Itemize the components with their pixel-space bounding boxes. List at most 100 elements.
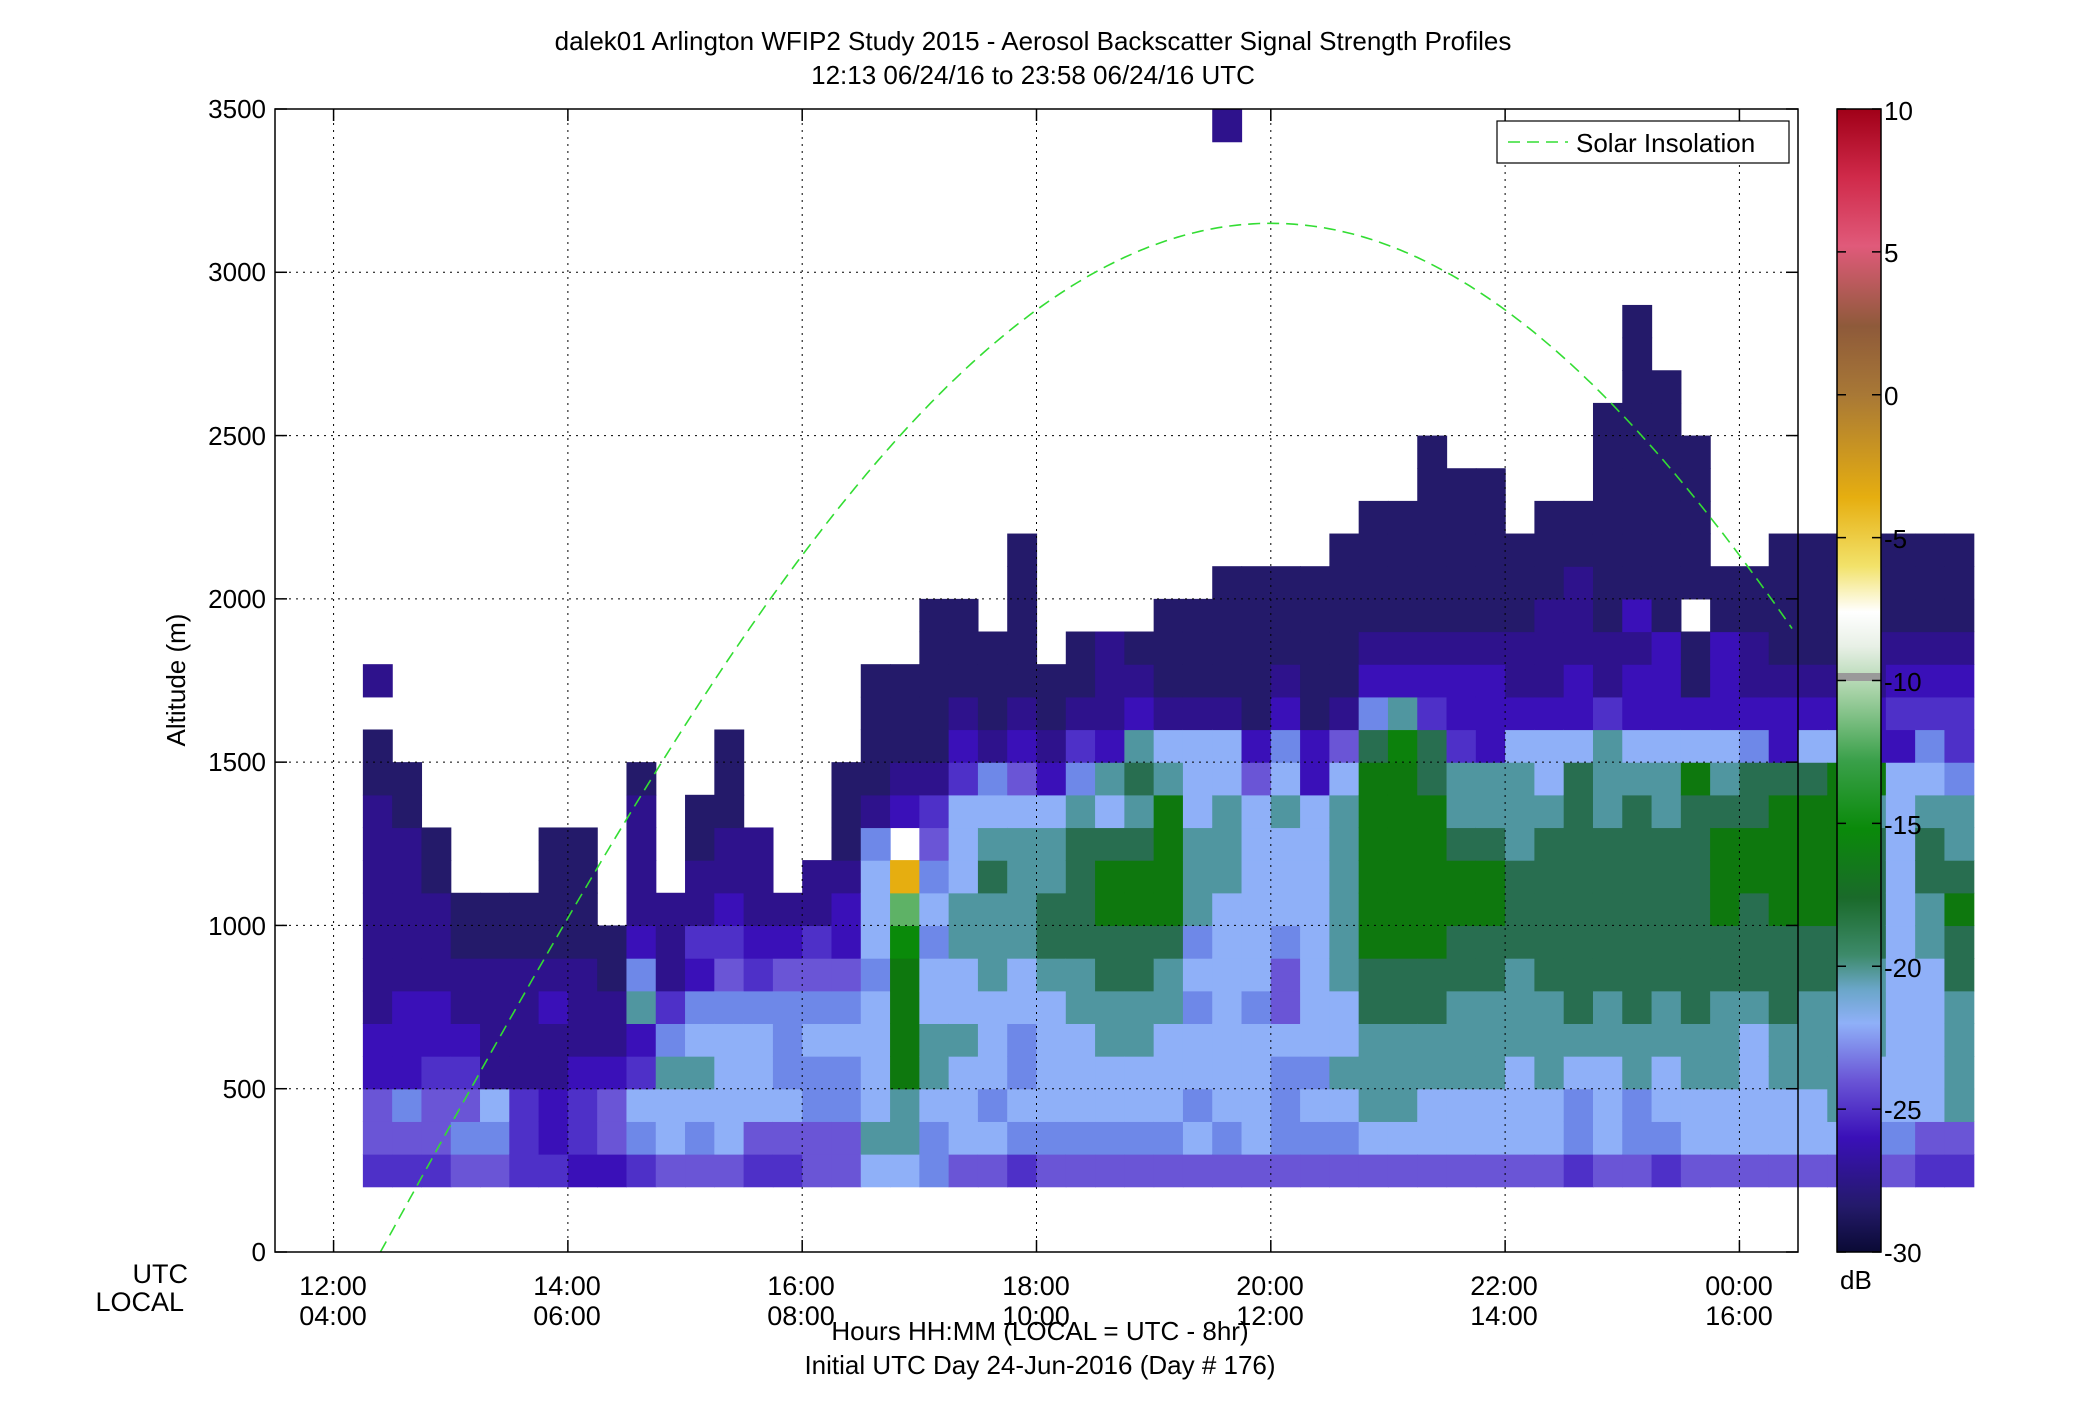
heatmap-cell — [978, 762, 1008, 795]
heatmap-cell — [1739, 827, 1769, 860]
heatmap-cell — [392, 1121, 422, 1154]
heatmap-cell — [978, 958, 1008, 991]
heatmap-cell — [421, 958, 451, 991]
heatmap-cell — [1622, 1023, 1652, 1056]
heatmap-cell — [1388, 566, 1418, 599]
y-tick-label: 1500 — [208, 747, 266, 777]
heatmap-cell — [1622, 1089, 1652, 1122]
heatmap-cell — [1915, 566, 1945, 599]
heatmap-cell — [1798, 664, 1828, 697]
heatmap-cell — [363, 1121, 393, 1154]
heatmap-cell — [1652, 1089, 1682, 1122]
heatmap-cell — [1944, 958, 1974, 991]
heatmap-cell — [1710, 795, 1740, 828]
heatmap-cell — [1124, 729, 1154, 762]
heatmap-cell — [773, 1023, 803, 1056]
x-tick-label-local: 14:00 — [1470, 1301, 1538, 1331]
heatmap-cell — [656, 925, 686, 958]
heatmap-cell — [949, 827, 979, 860]
heatmap-cell — [1212, 762, 1242, 795]
heatmap-cell — [1066, 1154, 1096, 1187]
heatmap-cell — [802, 893, 832, 926]
heatmap-cell — [1124, 1023, 1154, 1056]
heatmap-cell — [1359, 729, 1389, 762]
heatmap-cell — [714, 1089, 744, 1122]
heatmap-cell — [1798, 1023, 1828, 1056]
heatmap-cell — [685, 1154, 715, 1187]
heatmap-cell — [1710, 1121, 1740, 1154]
heatmap-cell — [1388, 1089, 1418, 1122]
heatmap-cell — [1944, 1121, 1974, 1154]
heatmap-cell — [1681, 1089, 1711, 1122]
heatmap-cell — [744, 958, 774, 991]
heatmap-cell — [1622, 991, 1652, 1024]
heatmap-cell — [1417, 534, 1447, 567]
heatmap-cell — [1417, 1089, 1447, 1122]
heatmap-cell — [363, 1056, 393, 1089]
heatmap-cell — [1944, 860, 1974, 893]
x-axis-label: Hours HH:MM (LOCAL = UTC - 8hr) — [831, 1316, 1248, 1346]
heatmap-cell — [1769, 729, 1799, 762]
heatmap-cell — [890, 893, 920, 926]
heatmap-cell — [1739, 566, 1769, 599]
heatmap-cell — [1944, 632, 1974, 665]
heatmap-cell — [1417, 893, 1447, 926]
heatmap-cell — [626, 958, 656, 991]
heatmap-cell — [1447, 534, 1477, 567]
heatmap-cell — [1681, 501, 1711, 534]
heatmap-cell — [1359, 664, 1389, 697]
heatmap-cell — [1593, 501, 1623, 534]
x-tick-label-local: 04:00 — [299, 1301, 367, 1331]
heatmap-cell — [831, 1056, 861, 1089]
heatmap-cell — [1271, 958, 1301, 991]
heatmap-cell — [568, 925, 598, 958]
heatmap-cell — [949, 697, 979, 730]
heatmap-cell — [1739, 925, 1769, 958]
heatmap-cell — [714, 991, 744, 1024]
heatmap-cell — [1476, 893, 1506, 926]
heatmap-cell — [1388, 893, 1418, 926]
heatmap-cell — [1593, 762, 1623, 795]
heatmap-cell — [363, 1154, 393, 1187]
heatmap-cell — [1183, 1056, 1213, 1089]
heatmap-cell — [1417, 795, 1447, 828]
heatmap-cell — [1300, 1089, 1330, 1122]
heatmap-cell — [1242, 925, 1272, 958]
heatmap-cell — [802, 991, 832, 1024]
heatmap-cell — [919, 795, 949, 828]
heatmap-cell — [1359, 893, 1389, 926]
heatmap-cell — [1505, 860, 1535, 893]
heatmap-cell — [1447, 827, 1477, 860]
heatmap-cell — [363, 991, 393, 1024]
heatmap-cell — [1359, 1056, 1389, 1089]
heatmap-cell — [1417, 468, 1447, 501]
heatmap-cell — [1593, 468, 1623, 501]
heatmap-cell — [480, 925, 510, 958]
heatmap-cell — [597, 925, 627, 958]
heatmap-cell — [714, 762, 744, 795]
heatmap-cell — [1739, 958, 1769, 991]
heatmap-cell — [1242, 795, 1272, 828]
heatmap-cell — [1154, 1121, 1184, 1154]
y-tick-label: 0 — [252, 1237, 266, 1267]
heatmap-cell — [1710, 893, 1740, 926]
heatmap-cell — [421, 1089, 451, 1122]
heatmap-cell — [539, 1089, 569, 1122]
heatmap-cell — [539, 925, 569, 958]
heatmap-cell — [392, 893, 422, 926]
heatmap-cell — [1476, 1121, 1506, 1154]
heatmap-cell — [831, 827, 861, 860]
heatmap-cell — [744, 1154, 774, 1187]
heatmap-cell — [1534, 795, 1564, 828]
heatmap-cell — [1681, 534, 1711, 567]
heatmap-cell — [1505, 1121, 1535, 1154]
heatmap-cell — [1388, 1023, 1418, 1056]
heatmap-cell — [1271, 1154, 1301, 1187]
heatmap-cell — [831, 762, 861, 795]
heatmap-cell — [1944, 729, 1974, 762]
heatmap-cell — [1095, 893, 1125, 926]
x-tick-label-utc: 12:00 — [299, 1271, 367, 1301]
heatmap-cell — [1886, 893, 1916, 926]
heatmap-cell — [1534, 1089, 1564, 1122]
heatmap-cell — [1681, 860, 1711, 893]
